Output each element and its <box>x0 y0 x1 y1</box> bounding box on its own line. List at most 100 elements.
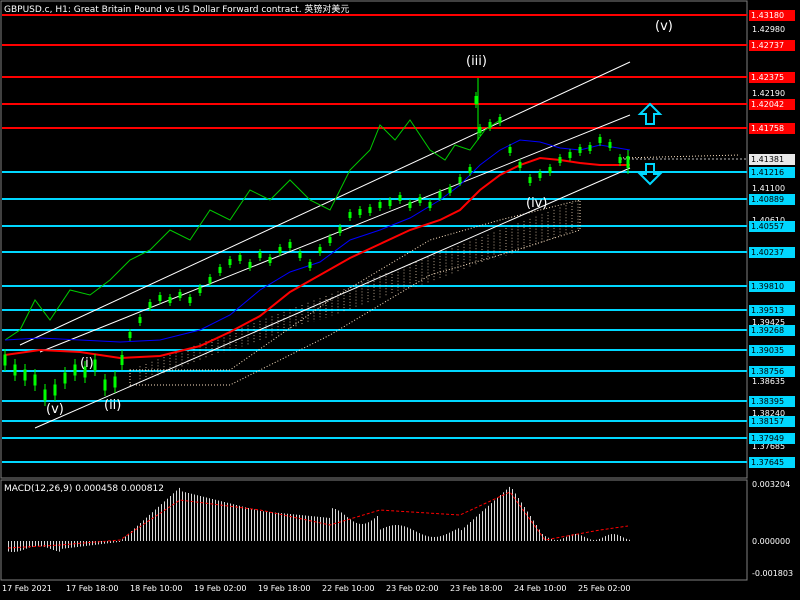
cyan-level-tag: 1.39810 <box>749 281 795 292</box>
candle-body <box>368 207 372 213</box>
macd-histogram-bar <box>80 541 81 547</box>
macd-histogram-bar <box>464 527 465 541</box>
candle-body <box>568 152 572 158</box>
macd-histogram-bar <box>194 494 195 541</box>
up-arrow-icon <box>637 102 663 125</box>
time-label: 23 Feb 18:00 <box>450 584 503 593</box>
time-label: 25 Feb 02:00 <box>578 584 631 593</box>
macd-histogram-bar <box>203 496 204 541</box>
macd-histogram-bar <box>566 536 567 541</box>
candle-body <box>53 384 57 396</box>
candle-body <box>478 127 482 133</box>
macd-histogram-bar <box>284 513 285 541</box>
macd-histogram-bar <box>158 506 159 541</box>
channel-lower-line <box>34 167 631 429</box>
macd-histogram-bar <box>164 501 165 541</box>
macd-histogram-bar <box>41 541 42 547</box>
macd-histogram-bar <box>326 517 327 541</box>
candle-body <box>198 287 202 293</box>
macd-histogram-bar <box>452 531 453 541</box>
macd-histogram-bar <box>446 534 447 541</box>
candle-body <box>23 369 27 381</box>
macd-histogram-bar <box>119 541 120 542</box>
macd-axis-label: 0.000000 <box>752 537 791 546</box>
macd-histogram-bar <box>269 511 270 541</box>
macd-histogram-bar <box>419 533 420 541</box>
macd-histogram-bar <box>422 534 423 541</box>
macd-histogram-bar <box>134 528 135 541</box>
cyan-level-tag: 1.37949 <box>749 433 795 444</box>
candle-body <box>128 332 132 338</box>
candle-body <box>558 157 562 163</box>
macd-histogram-bar <box>35 541 36 547</box>
price-label: 1.40610 <box>752 216 785 226</box>
macd-histogram-bar <box>92 541 93 546</box>
macd-histogram-bar <box>122 539 123 541</box>
macd-histogram-bar <box>599 538 600 541</box>
time-label: 18 Feb 10:00 <box>130 584 183 593</box>
macd-histogram-bar <box>128 533 129 541</box>
macd-histogram-bar <box>473 519 474 541</box>
cyan-level-tag: 1.40557 <box>749 221 795 232</box>
macd-histogram-bar <box>155 509 156 541</box>
candle-body <box>588 145 592 151</box>
red-level-tag: 1.42042 <box>749 99 795 110</box>
macd-histogram-bar <box>485 508 486 541</box>
macd-histogram-bar <box>26 541 27 549</box>
macd-histogram-bar <box>260 511 261 541</box>
macd-histogram-bar <box>143 520 144 541</box>
macd-histogram-bar <box>110 541 111 543</box>
channel-upper-line <box>19 61 631 346</box>
macd-histogram-bar <box>254 509 255 541</box>
wave-label-i: (i) <box>80 356 94 371</box>
candle-body <box>188 297 192 303</box>
macd-histogram-bar <box>416 531 417 541</box>
macd-histogram-bar <box>347 517 348 541</box>
macd-histogram-bar <box>281 513 282 541</box>
macd-histogram-bar <box>314 516 315 541</box>
ma-blue-line <box>4 139 631 343</box>
candle-body <box>528 177 532 183</box>
macd-histogram-bar <box>179 487 180 541</box>
time-label: 19 Feb 02:00 <box>194 584 247 593</box>
chart-title: GBPUSD.c, H1: Great Britain Pound vs US … <box>4 5 350 15</box>
wave-label-ii: (ii) <box>104 398 122 413</box>
macd-histogram-bar <box>200 496 201 541</box>
macd-histogram-bar <box>479 513 480 541</box>
macd-histogram-bar <box>56 541 57 551</box>
macd-histogram-bar <box>503 492 504 541</box>
macd-histogram-bar <box>191 493 192 541</box>
macd-histogram-bar <box>50 541 51 549</box>
macd-histogram-bar <box>440 536 441 541</box>
macd-histogram-bar <box>320 517 321 541</box>
wave-label-iii: (iii) <box>466 54 487 69</box>
main-pane-frame <box>0 0 748 479</box>
cyan-level-tag: 1.39268 <box>749 325 795 336</box>
macd-histogram-bar <box>569 535 570 541</box>
macd-histogram-bar <box>278 512 279 541</box>
time-label: 17 Feb 2021 <box>2 584 52 593</box>
candle-body <box>348 212 352 218</box>
macd-histogram-bar <box>608 534 609 541</box>
macd-histogram-bar <box>344 514 345 541</box>
macd-histogram-bar <box>380 529 381 541</box>
macd-histogram-bar <box>437 536 438 541</box>
macd-histogram-bar <box>356 522 357 541</box>
macd-histogram-bar <box>275 512 276 541</box>
macd-histogram-bar <box>290 514 291 541</box>
macd-histogram-bar <box>236 505 237 541</box>
candle-body <box>208 277 212 283</box>
macd-histogram-bar <box>14 541 15 552</box>
wave-label-iv: (iv) <box>526 196 548 211</box>
macd-histogram-bar <box>131 531 132 541</box>
macd-histogram-bar <box>197 495 198 541</box>
macd-histogram-bar <box>596 539 597 541</box>
macd-histogram-bar <box>335 509 336 541</box>
macd-histogram-bar <box>152 512 153 541</box>
candle-body <box>113 376 117 388</box>
macd-histogram-bar <box>584 536 585 541</box>
red-level-tag: 1.41758 <box>749 123 795 134</box>
macd-histogram-bar <box>212 499 213 541</box>
